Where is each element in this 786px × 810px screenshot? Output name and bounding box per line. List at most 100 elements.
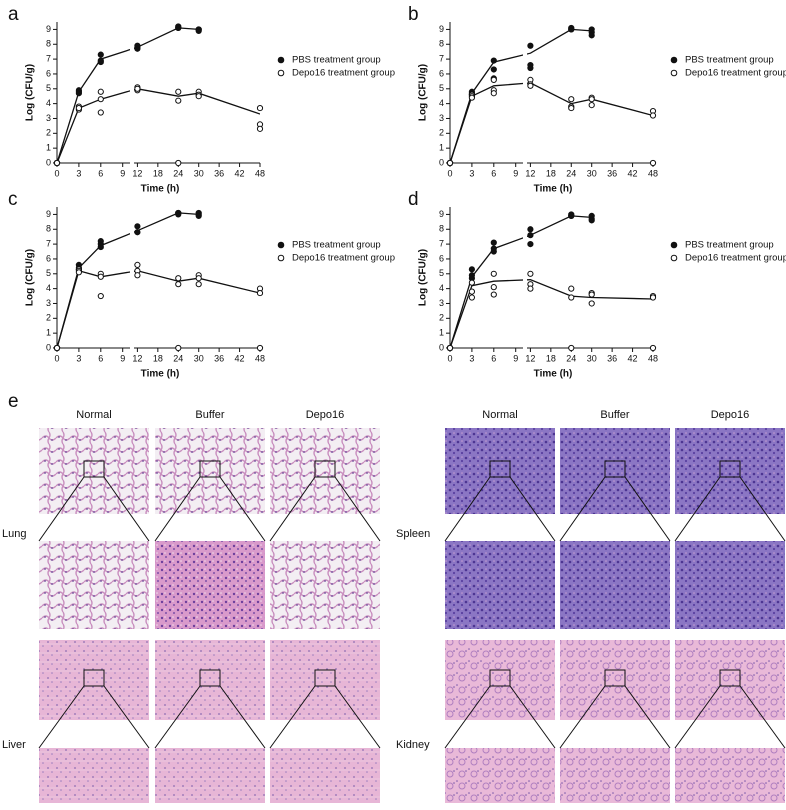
x-tick-label: 36 — [607, 168, 617, 178]
y-tick-label: 5 — [439, 83, 444, 93]
data-point — [134, 272, 141, 279]
y-tick-label: 1 — [46, 143, 51, 153]
histology-zoom — [560, 541, 670, 629]
histology-zoom — [675, 541, 785, 629]
column-header: Buffer — [195, 409, 224, 421]
x-tick-label: 9 — [120, 168, 125, 178]
data-point — [468, 266, 476, 273]
histology-zoom — [39, 541, 149, 629]
x-tick-label: 6 — [98, 168, 103, 178]
data-point — [568, 104, 575, 112]
panel-label: e — [8, 391, 19, 412]
mean-line — [57, 212, 199, 349]
column-header: Depo16 — [711, 409, 750, 421]
y-tick-label: 5 — [46, 268, 51, 278]
data-point — [527, 64, 534, 72]
row-label: Lung — [2, 528, 26, 540]
x-tick-label: 0 — [54, 353, 59, 363]
x-tick-label: 9 — [513, 168, 518, 178]
y-tick-label: 2 — [46, 128, 51, 138]
histology-zoom — [445, 541, 555, 629]
mean-line — [450, 82, 653, 164]
y-tick-label: 1 — [439, 328, 444, 338]
zoom-line — [444, 476, 491, 542]
data-point — [588, 32, 595, 39]
legend-label: Depo16 treatment group — [292, 253, 395, 264]
data-point — [527, 42, 534, 49]
x-tick-label: 30 — [587, 168, 597, 178]
zoom-line — [38, 685, 85, 749]
data-point — [527, 226, 534, 233]
histology-zoom — [155, 748, 265, 803]
data-point — [527, 270, 534, 277]
data-point — [588, 96, 595, 103]
zoom-line — [624, 476, 671, 542]
data-point — [527, 285, 534, 292]
x-tick-label: 42 — [235, 353, 245, 363]
zoom-box — [604, 460, 626, 478]
legend-marker — [670, 69, 678, 77]
x-tick-label: 36 — [214, 168, 224, 178]
y-tick-label: 3 — [46, 298, 51, 308]
zoom-box — [314, 460, 336, 478]
data-point — [175, 88, 182, 95]
x-tick-label: 18 — [546, 168, 556, 178]
data-point — [75, 269, 83, 276]
data-point — [134, 42, 141, 49]
x-axis-title: Time (h) — [534, 184, 573, 195]
x-tick-label: 48 — [648, 168, 658, 178]
data-point — [97, 57, 104, 64]
data-point — [568, 96, 575, 103]
data-point — [175, 97, 182, 104]
y-tick-label: 2 — [439, 128, 444, 138]
zoom-line — [559, 685, 606, 749]
data-point — [134, 229, 141, 236]
x-tick-label: 48 — [255, 353, 265, 363]
y-tick-label: 8 — [46, 224, 51, 234]
zoom-box — [314, 669, 336, 687]
data-point — [490, 284, 497, 291]
x-tick-label: 12 — [132, 353, 142, 363]
x-tick-label: 42 — [235, 168, 245, 178]
data-point — [97, 51, 104, 58]
x-tick-label: 24 — [566, 353, 576, 363]
zoom-line — [739, 685, 786, 749]
histology-zoom — [675, 748, 785, 803]
data-point — [97, 96, 104, 103]
y-tick-label: 8 — [439, 224, 444, 234]
zoom-line — [154, 685, 201, 749]
data-point — [195, 281, 202, 288]
column-header: Normal — [482, 409, 517, 421]
data-point — [175, 24, 182, 32]
data-point — [490, 57, 497, 64]
row-label: Spleen — [396, 528, 430, 540]
data-point — [568, 344, 575, 352]
y-tick-label: 5 — [439, 268, 444, 278]
histology-zoom — [560, 748, 670, 803]
x-tick-label: 3 — [469, 353, 474, 363]
y-tick-label: 1 — [439, 143, 444, 153]
x-tick-label: 0 — [447, 353, 452, 363]
zoom-line — [154, 476, 201, 542]
histology-image — [155, 640, 265, 720]
y-tick-label: 6 — [439, 68, 444, 78]
y-tick-label: 7 — [46, 238, 51, 248]
x-tick-label: 36 — [607, 353, 617, 363]
y-tick-label: 9 — [439, 24, 444, 34]
data-point — [588, 217, 595, 224]
data-point — [446, 159, 454, 167]
data-point — [175, 211, 182, 218]
mean-line — [57, 27, 199, 164]
mean-line — [450, 28, 592, 164]
y-tick-label: 9 — [439, 209, 444, 219]
zoom-line — [219, 476, 266, 542]
y-tick-label: 2 — [46, 313, 51, 323]
data-point — [175, 159, 182, 167]
zoom-box — [83, 460, 105, 478]
zoom-line — [509, 476, 556, 542]
y-tick-label: 6 — [46, 68, 51, 78]
histology-image — [445, 428, 555, 514]
